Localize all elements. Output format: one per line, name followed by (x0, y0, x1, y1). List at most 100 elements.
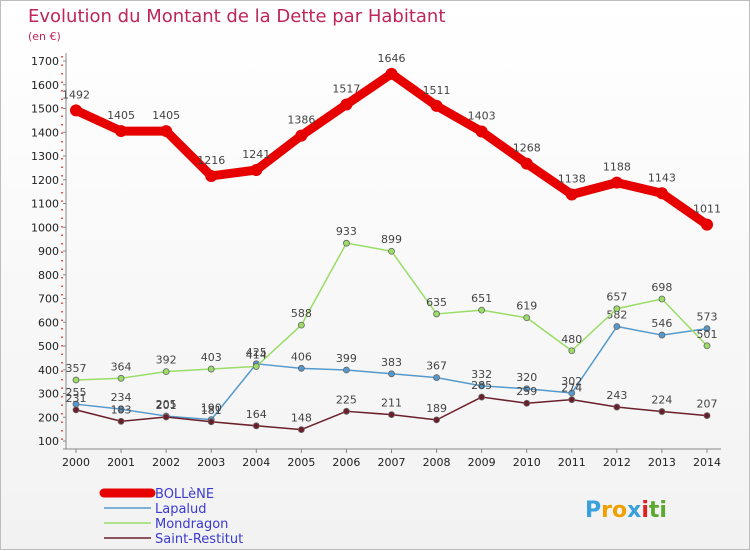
x-tick-label: 2010 (513, 456, 541, 469)
data-point (250, 164, 263, 177)
data-label: 1646 (378, 52, 406, 65)
legend-label: Saint-Restitut (155, 532, 243, 547)
data-point (658, 331, 666, 339)
data-point (568, 396, 576, 404)
data-point (478, 393, 486, 401)
data-label: 183 (111, 403, 132, 416)
data-label: 406 (291, 350, 312, 363)
data-point (115, 125, 128, 138)
data-label: 1216 (197, 154, 225, 167)
data-label: 635 (426, 296, 447, 309)
data-point (70, 104, 82, 117)
x-tick-label: 2003 (197, 456, 225, 469)
data-point (252, 422, 260, 430)
y-tick-label: 400 (38, 364, 59, 377)
data-point (523, 385, 531, 393)
data-point (703, 325, 711, 333)
data-point (703, 412, 711, 419)
series-mondragon: 357 364 392 403 414 588 933 899 635 651 619 480 657 6… (66, 225, 718, 384)
data-point (478, 382, 486, 390)
chart-title: Evolution du Montant de la Dette par Hab… (28, 6, 445, 27)
data-label: 383 (381, 356, 402, 369)
data-point (433, 374, 440, 381)
data-point (297, 321, 305, 329)
logo-letter: t (649, 498, 660, 523)
x-tick-label: 2005 (287, 456, 315, 469)
data-label: 573 (697, 311, 718, 324)
data-label: 1011 (693, 203, 721, 216)
data-label: 698 (651, 281, 672, 294)
y-tick-label: 500 (38, 340, 59, 353)
data-label: 1405 (107, 109, 135, 122)
y-tick-label: 300 (38, 388, 59, 401)
data-label: 619 (516, 300, 537, 313)
data-label: 201 (156, 399, 177, 412)
legend-label: BOLLèNE (155, 487, 214, 502)
data-point (568, 389, 576, 397)
data-label: 225 (336, 393, 357, 406)
data-point (475, 125, 488, 138)
data-label: 1403 (468, 110, 496, 123)
y-tick-label: 100 (38, 435, 59, 448)
data-label: 1405 (152, 109, 180, 122)
data-point (160, 125, 173, 138)
data-point (430, 99, 443, 112)
data-label: 357 (66, 362, 87, 375)
data-point (207, 365, 215, 373)
y-tick-label: 200 (38, 411, 59, 424)
legend-label: Mondragon (155, 517, 228, 532)
logo-letter: i (659, 498, 667, 523)
logo-letter: r (601, 498, 612, 523)
data-label: 259 (516, 385, 537, 398)
data-point (252, 363, 260, 370)
data-point (117, 374, 125, 382)
legend-label: Lapalud (155, 502, 207, 517)
logo-letter: i (641, 498, 649, 523)
x-tick-label: 2006 (332, 456, 360, 469)
data-point (520, 157, 533, 170)
data-point (297, 426, 305, 434)
data-label: 234 (111, 391, 132, 404)
data-label: 1188 (603, 161, 631, 174)
y-tick-label: 900 (38, 245, 59, 258)
logo-letter: x (627, 498, 641, 523)
data-label: 181 (201, 404, 222, 417)
x-tick-label: 2008 (423, 456, 451, 469)
data-point (117, 417, 125, 425)
data-label: 243 (606, 389, 627, 402)
data-label: 1386 (287, 114, 315, 127)
data-point (388, 247, 395, 255)
data-label: 933 (336, 225, 357, 238)
data-label: 164 (246, 408, 267, 421)
data-point (162, 413, 170, 421)
y-tick-label: 1600 (31, 79, 59, 92)
data-point (703, 342, 711, 350)
y-tick-label: 700 (38, 293, 59, 306)
x-tick-label: 2013 (648, 456, 676, 469)
x-tick-label: 2001 (107, 456, 135, 469)
data-point (343, 239, 350, 247)
data-point (433, 416, 440, 424)
proxiti-logo: Proxiti (585, 498, 667, 523)
data-label: 332 (471, 368, 492, 381)
data-label: 211 (381, 397, 402, 410)
data-label: 414 (246, 348, 267, 361)
data-label: 320 (516, 371, 537, 384)
data-label: 190 (201, 402, 222, 415)
y-tick-label: 1400 (31, 126, 59, 139)
x-tick-label: 2000 (62, 456, 90, 469)
y-tick-label: 800 (38, 269, 59, 282)
series-boll-ne: 1492 1405 1405 1216 1241 1386 1517 1646 1511 1403… (62, 52, 721, 231)
data-label: 205 (156, 398, 177, 411)
data-point (388, 370, 395, 378)
data-point (433, 310, 440, 318)
data-point (385, 67, 398, 80)
data-label: 1517 (332, 82, 360, 95)
data-label: 148 (291, 412, 312, 425)
data-label: 1138 (558, 172, 586, 185)
data-point (205, 169, 218, 182)
data-point (613, 403, 621, 411)
y-tick-label: 1700 (31, 55, 59, 68)
y-tick-label: 1300 (31, 150, 59, 163)
